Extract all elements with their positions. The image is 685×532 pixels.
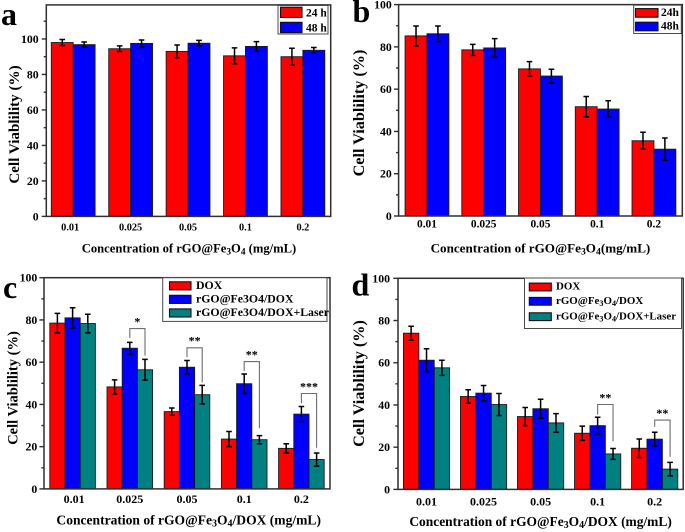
svg-text:100: 100 [372, 271, 390, 285]
svg-text:DOX: DOX [556, 281, 580, 293]
svg-text:20: 20 [26, 440, 38, 454]
svg-text:40: 40 [380, 124, 392, 138]
svg-text:Concentration of rGO@Fe3O4/DOX: Concentration of rGO@Fe3O4/DOX (mg/mL) [409, 514, 671, 531]
svg-text:Cell Viablility (%): Cell Viablility (%) [350, 50, 368, 177]
svg-text:0.025: 0.025 [470, 495, 497, 509]
svg-text:Concentration of rGO@Fe3O4/DOX: Concentration of rGO@Fe3O4/DOX (mg/mL) [56, 513, 321, 530]
svg-text:0.025: 0.025 [119, 223, 142, 234]
svg-text:rGO@Fe3O4/DOX: rGO@Fe3O4/DOX [196, 292, 294, 306]
svg-text:40: 40 [378, 398, 390, 412]
svg-text:80: 80 [27, 67, 39, 81]
svg-text:100: 100 [374, 0, 392, 12]
svg-text:rGO@Fe3O4/DOX: rGO@Fe3O4/DOX [556, 295, 643, 308]
svg-text:Concentration of rGO@Fe3O4(mg/: Concentration of rGO@Fe3O4(mg/mL) [431, 240, 651, 257]
svg-text:**: ** [246, 347, 258, 361]
svg-text:Concentration of rGO@Fe3O4 (mg: Concentration of rGO@Fe3O4 (mg/mL) [82, 241, 296, 257]
svg-text:100: 100 [21, 32, 39, 46]
svg-text:40: 40 [27, 138, 39, 152]
svg-text:0.2: 0.2 [294, 492, 309, 506]
svg-text:Cell Viablility (%): Cell Viablility (%) [6, 331, 22, 445]
svg-text:60: 60 [27, 103, 39, 117]
svg-text:0.01: 0.01 [416, 495, 437, 509]
svg-text:20: 20 [378, 440, 390, 454]
svg-text:80: 80 [378, 314, 390, 328]
svg-text:*: * [134, 314, 140, 328]
svg-text:Cell Viablility (%): Cell Viablility (%) [350, 320, 368, 447]
svg-text:0.2: 0.2 [647, 495, 662, 509]
svg-text:100: 100 [20, 271, 38, 285]
svg-text:20: 20 [27, 174, 39, 188]
svg-text:60: 60 [26, 355, 38, 369]
svg-text:0.01: 0.01 [417, 218, 437, 230]
svg-text:**: ** [656, 406, 668, 420]
svg-text:d: d [352, 266, 370, 302]
svg-text:DOX: DOX [196, 278, 223, 292]
svg-text:**: ** [189, 334, 201, 348]
svg-text:c: c [3, 269, 17, 305]
svg-text:80: 80 [26, 313, 38, 327]
svg-text:0.05: 0.05 [530, 218, 550, 230]
svg-text:0.2: 0.2 [647, 218, 662, 230]
svg-text:0.1: 0.1 [237, 492, 252, 506]
svg-text:60: 60 [380, 82, 392, 96]
svg-text:b: b [353, 0, 371, 29]
svg-text:0: 0 [384, 482, 390, 496]
svg-text:rGO@Fe3O4/DOX+Laser: rGO@Fe3O4/DOX+Laser [196, 305, 329, 319]
svg-text:24 h: 24 h [306, 8, 327, 20]
svg-text:0.01: 0.01 [64, 492, 85, 506]
svg-text:0: 0 [33, 209, 39, 223]
svg-text:80: 80 [380, 40, 392, 54]
svg-text:24h: 24h [661, 7, 680, 19]
svg-text:0.2: 0.2 [296, 223, 309, 234]
svg-text:0.025: 0.025 [116, 492, 143, 506]
svg-text:0.1: 0.1 [239, 223, 252, 234]
svg-text:Cell Viablility (%): Cell Viablility (%) [7, 65, 23, 183]
svg-text:0.1: 0.1 [590, 495, 605, 509]
svg-text:0.1: 0.1 [590, 218, 605, 230]
svg-text:rGO@Fe3O4/DOX+Laser: rGO@Fe3O4/DOX+Laser [556, 310, 676, 323]
svg-text:0: 0 [386, 209, 392, 223]
svg-text:0.05: 0.05 [179, 223, 197, 234]
svg-text:0: 0 [31, 482, 37, 496]
svg-text:0.05: 0.05 [177, 492, 198, 506]
svg-text:48 h: 48 h [306, 23, 327, 35]
svg-text:a: a [1, 0, 17, 32]
svg-text:0.025: 0.025 [471, 218, 497, 230]
svg-text:48h: 48h [661, 21, 680, 33]
svg-text:0.01: 0.01 [61, 223, 79, 234]
svg-text:***: *** [300, 379, 318, 393]
svg-text:60: 60 [378, 356, 390, 370]
svg-text:0.05: 0.05 [530, 495, 551, 509]
svg-text:20: 20 [380, 167, 392, 181]
svg-text:**: ** [599, 390, 611, 404]
svg-text:40: 40 [26, 397, 38, 411]
